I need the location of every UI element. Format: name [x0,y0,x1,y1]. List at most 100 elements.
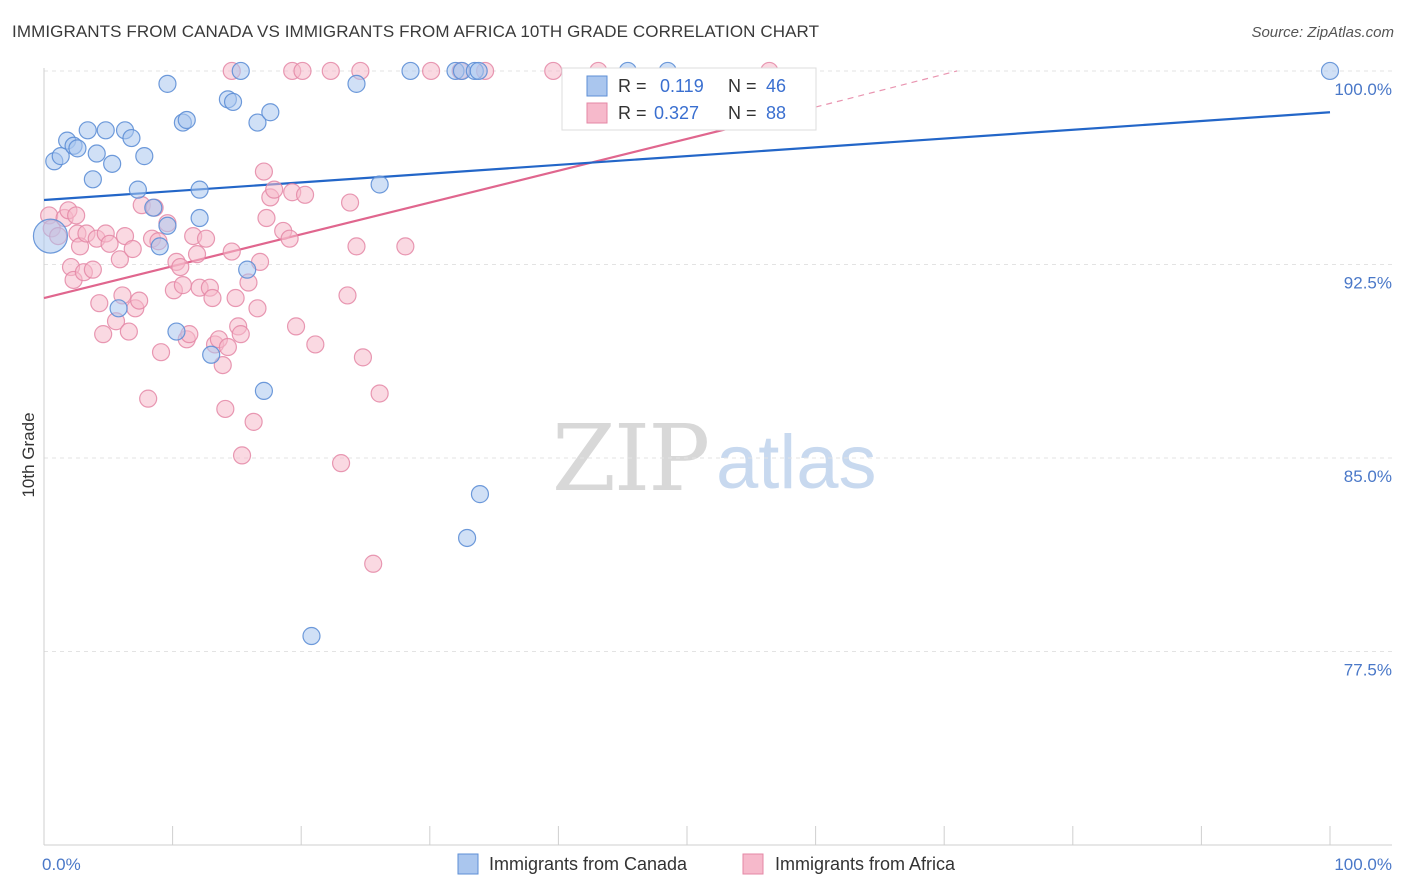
africa-point-79 [293,61,312,81]
canada-point-6 [78,121,97,140]
canada-point-26 [231,61,250,81]
canada-point-29 [254,381,274,400]
africa-point-72 [347,237,366,256]
canada-point-9 [96,121,115,140]
africa-point-62 [265,180,284,199]
canada-point-30 [261,103,280,122]
legend-r-value-canada: 0.119 [660,76,704,96]
canada-point-45 [1320,61,1340,81]
africa-point-54 [232,446,252,465]
canada-point-25 [223,92,243,112]
africa-point-15 [94,325,113,344]
canada-point-20 [177,110,196,130]
axes [43,68,1392,846]
canada-point-16 [150,237,169,256]
canada-point-27 [238,260,257,279]
canada-point-34 [401,61,420,81]
gridlines [44,70,1392,652]
africa-point-51 [226,288,245,308]
africa-point-76 [396,237,415,256]
canada-point-14 [135,147,154,166]
x-tick-labels: 0.0% 100.0% [42,855,1392,874]
bottom-legend: Immigrants from Canada Immigrants from A… [457,853,956,875]
africa-point-22 [119,322,138,341]
chart-title: IMMIGRANTS FROM CANADA VS IMMIGRANTS FRO… [12,22,820,41]
y-tick-label-1: 85.0% [1344,467,1392,486]
canada-point-23 [202,345,221,364]
canada-point-43 [167,322,186,341]
canada-point-2 [51,147,70,166]
legend-swatch-canada [586,75,608,97]
africa-point-25 [130,291,149,310]
canada-point-8 [87,144,106,163]
canada-point-22 [190,208,209,228]
legend-n-value-canada: 46 [766,76,786,96]
africa-point-35 [171,257,190,277]
africa-point-82 [421,61,441,81]
canada-point-40 [470,485,490,504]
canada-point-28 [248,113,267,132]
africa-point-60 [257,208,276,228]
africa-point-19 [110,250,129,269]
africa-point-40 [187,245,207,264]
africa-point-56 [244,412,263,431]
africa-point-70 [338,286,357,305]
y-axis-label: 10th Grade [19,412,38,497]
bottom-legend-label-africa: Immigrants from Africa [775,854,956,874]
africa-point-31 [151,343,171,362]
bottom-legend-swatch-africa [742,853,764,875]
africa-point-12 [83,260,102,279]
africa-point-68 [306,335,325,354]
canada-point-15 [144,198,163,217]
canada-point-31 [302,626,321,646]
africa-point-80 [321,61,340,81]
africa-point-75 [364,554,383,573]
source-credit: Source: ZipAtlas.com [1251,24,1394,41]
y-tick-label-2: 92.5% [1344,273,1392,292]
canada-point-5 [68,139,87,158]
africa-point-23 [123,239,142,259]
y-tick-labels: 77.5% 85.0% 92.5% 100.0% [1334,80,1392,680]
legend-swatch-africa [586,102,608,124]
africa-point-48 [216,399,235,419]
africa-point-53 [231,325,250,344]
canada-point-0 [32,218,69,254]
africa-point-85 [544,61,563,81]
canada-point-33 [370,175,389,194]
africa-point-14 [90,294,109,313]
legend-n-label-africa: N = [728,103,757,123]
africa-point-7 [67,206,86,225]
x-tick-label-start: 0.0% [42,855,81,874]
canada-point-38 [469,61,488,81]
africa-point-66 [286,317,306,336]
canada-point-7 [83,170,102,189]
africa-point-27 [139,389,158,408]
canada-point-32 [347,74,366,93]
africa-point-50 [222,242,241,261]
africa-point-67 [295,185,315,204]
canada-point-18 [158,74,177,93]
africa-point-59 [254,162,274,181]
canada-point-39 [457,528,477,548]
x-tick-label-end: 100.0% [1334,855,1392,874]
africa-point-73 [353,348,373,367]
legend-r-value-africa: 0.327 [654,103,699,123]
africa-point-74 [370,384,389,403]
watermark-atlas: atlas [716,420,877,505]
canada-point-44 [109,299,128,318]
watermark: ZIP atlas [552,405,877,512]
legend-n-value-africa: 88 [766,103,786,123]
y-tick-label-0: 77.5% [1344,660,1392,679]
canada-point-10 [103,154,122,173]
africa-point-71 [340,193,360,212]
legend-r-label-africa: R = [618,103,647,123]
africa-point-69 [331,454,351,473]
legend-n-label-canada: N = [728,76,757,96]
canada-point-21 [190,180,209,199]
africa-point-57 [248,299,267,318]
africa-point-47 [213,355,232,375]
series-canada-points [32,61,1340,646]
bottom-legend-swatch-canada [457,853,479,875]
y-tick-label-3: 100.0% [1334,80,1392,99]
